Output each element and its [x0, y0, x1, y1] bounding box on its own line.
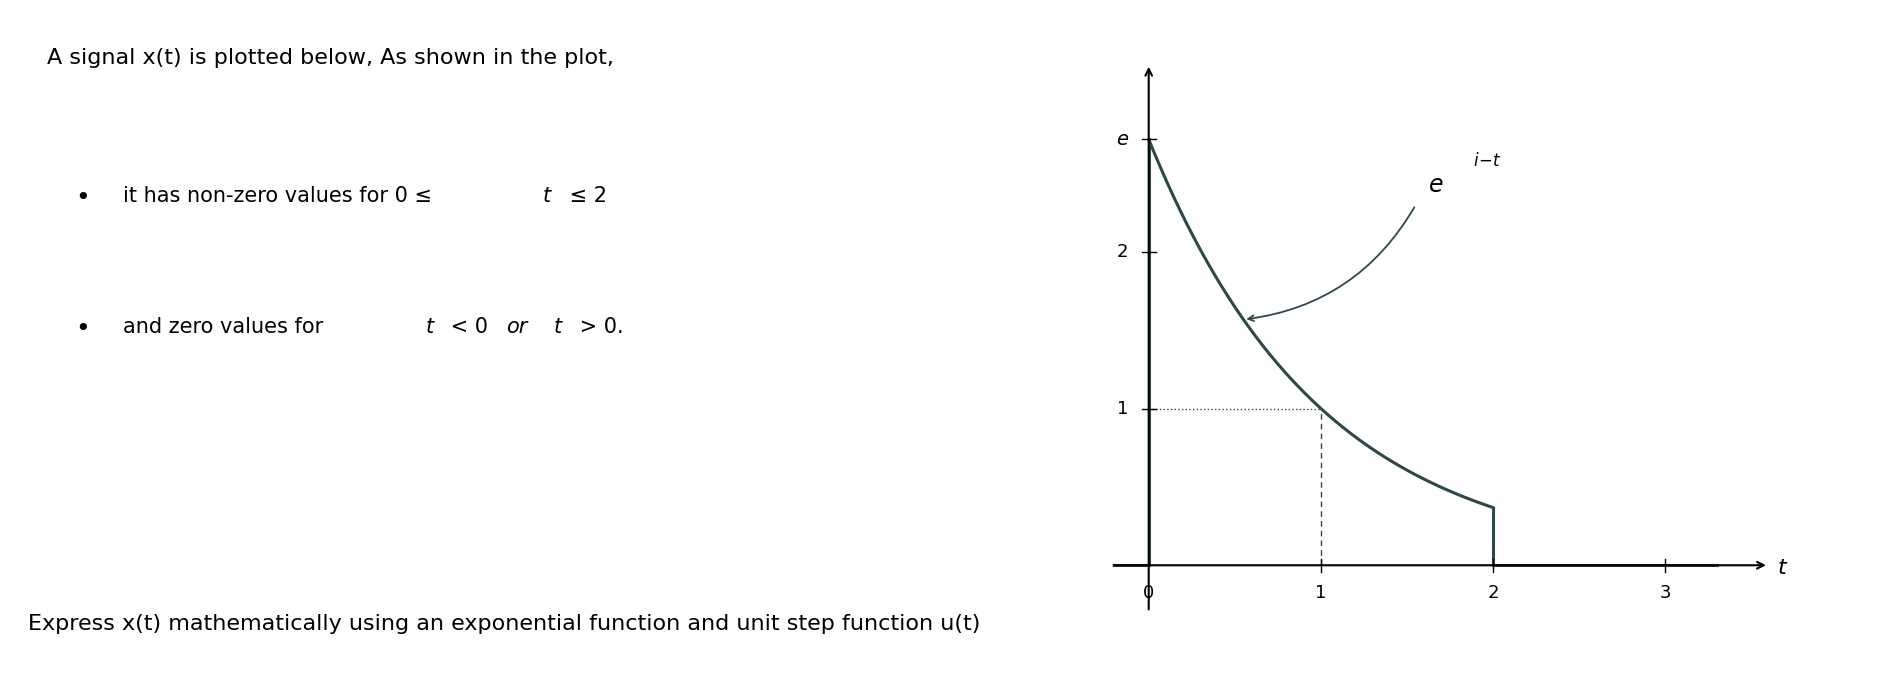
Text: 3: 3	[1659, 584, 1670, 602]
Text: and zero values for: and zero values for	[123, 317, 329, 337]
Text: ≤ 2: ≤ 2	[563, 186, 606, 206]
Text: t: t	[553, 317, 561, 337]
Text: 2: 2	[1487, 584, 1498, 602]
Text: > 0.: > 0.	[572, 317, 623, 337]
Text: $e$: $e$	[1426, 173, 1443, 197]
Text: 1: 1	[1116, 400, 1128, 418]
Text: A signal x(t) is plotted below, As shown in the plot,: A signal x(t) is plotted below, As shown…	[47, 48, 614, 68]
Text: or: or	[506, 317, 527, 337]
Text: < 0: < 0	[444, 317, 495, 337]
Text: it has non-zero values for 0 ≤: it has non-zero values for 0 ≤	[123, 186, 438, 206]
Text: •: •	[76, 186, 91, 210]
Text: t: t	[425, 317, 433, 337]
Text: 2: 2	[1116, 243, 1128, 261]
Text: e: e	[1115, 130, 1128, 149]
Text: $i\!-\!t$: $i\!-\!t$	[1472, 152, 1500, 170]
Text: 0: 0	[1143, 584, 1154, 602]
Text: t: t	[542, 186, 550, 206]
Text: $t$: $t$	[1776, 558, 1787, 578]
Text: Express x(t) mathematically using an exponential function and unit step function: Express x(t) mathematically using an exp…	[28, 614, 980, 634]
Text: •: •	[76, 317, 91, 341]
Text: 1: 1	[1315, 584, 1326, 602]
